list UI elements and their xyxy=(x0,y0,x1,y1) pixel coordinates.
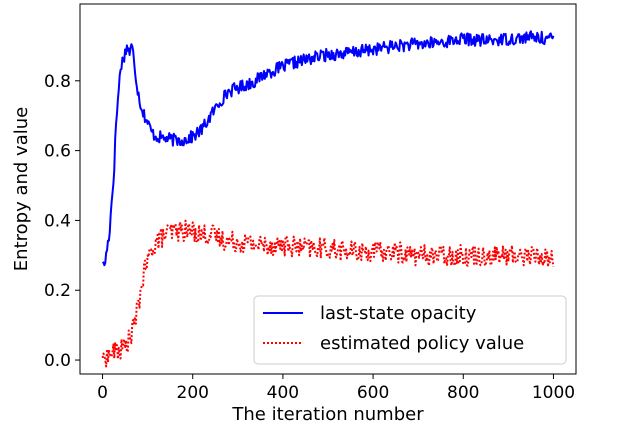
series-layer xyxy=(101,30,555,368)
x-tick-label: 0 xyxy=(97,383,108,403)
x-tick-label: 400 xyxy=(267,383,299,403)
legend-label-last-state-opacity: last-state opacity xyxy=(320,303,477,324)
x-tick-label: 1000 xyxy=(532,383,575,403)
plot-frame xyxy=(79,3,577,375)
legend-box xyxy=(253,295,567,365)
ticks-layer: 0 200 400 600 800 1000 0.0 0.2 0.4 0.6 0.8 xyxy=(44,72,575,403)
y-tick-label: 0.0 xyxy=(44,351,71,371)
y-tick-label: 0.8 xyxy=(44,72,71,92)
y-tick-label: 0.4 xyxy=(44,211,71,231)
x-axis-label: The iteration number xyxy=(231,404,424,425)
y-axis-label: Entropy and value xyxy=(11,107,32,271)
y-tick-label: 0.2 xyxy=(44,281,71,301)
x-tick-label: 600 xyxy=(357,383,389,403)
x-tick-label: 200 xyxy=(177,383,209,403)
series-line-last-state-opacity xyxy=(101,30,555,267)
legend-label-estimated-policy-value: estimated policy value xyxy=(320,333,524,354)
legend: last-state opacity estimated policy valu… xyxy=(253,295,567,365)
y-tick-label: 0.6 xyxy=(44,142,71,162)
series-line-estimated-policy-value xyxy=(101,219,555,368)
x-tick-label: 800 xyxy=(447,383,479,403)
